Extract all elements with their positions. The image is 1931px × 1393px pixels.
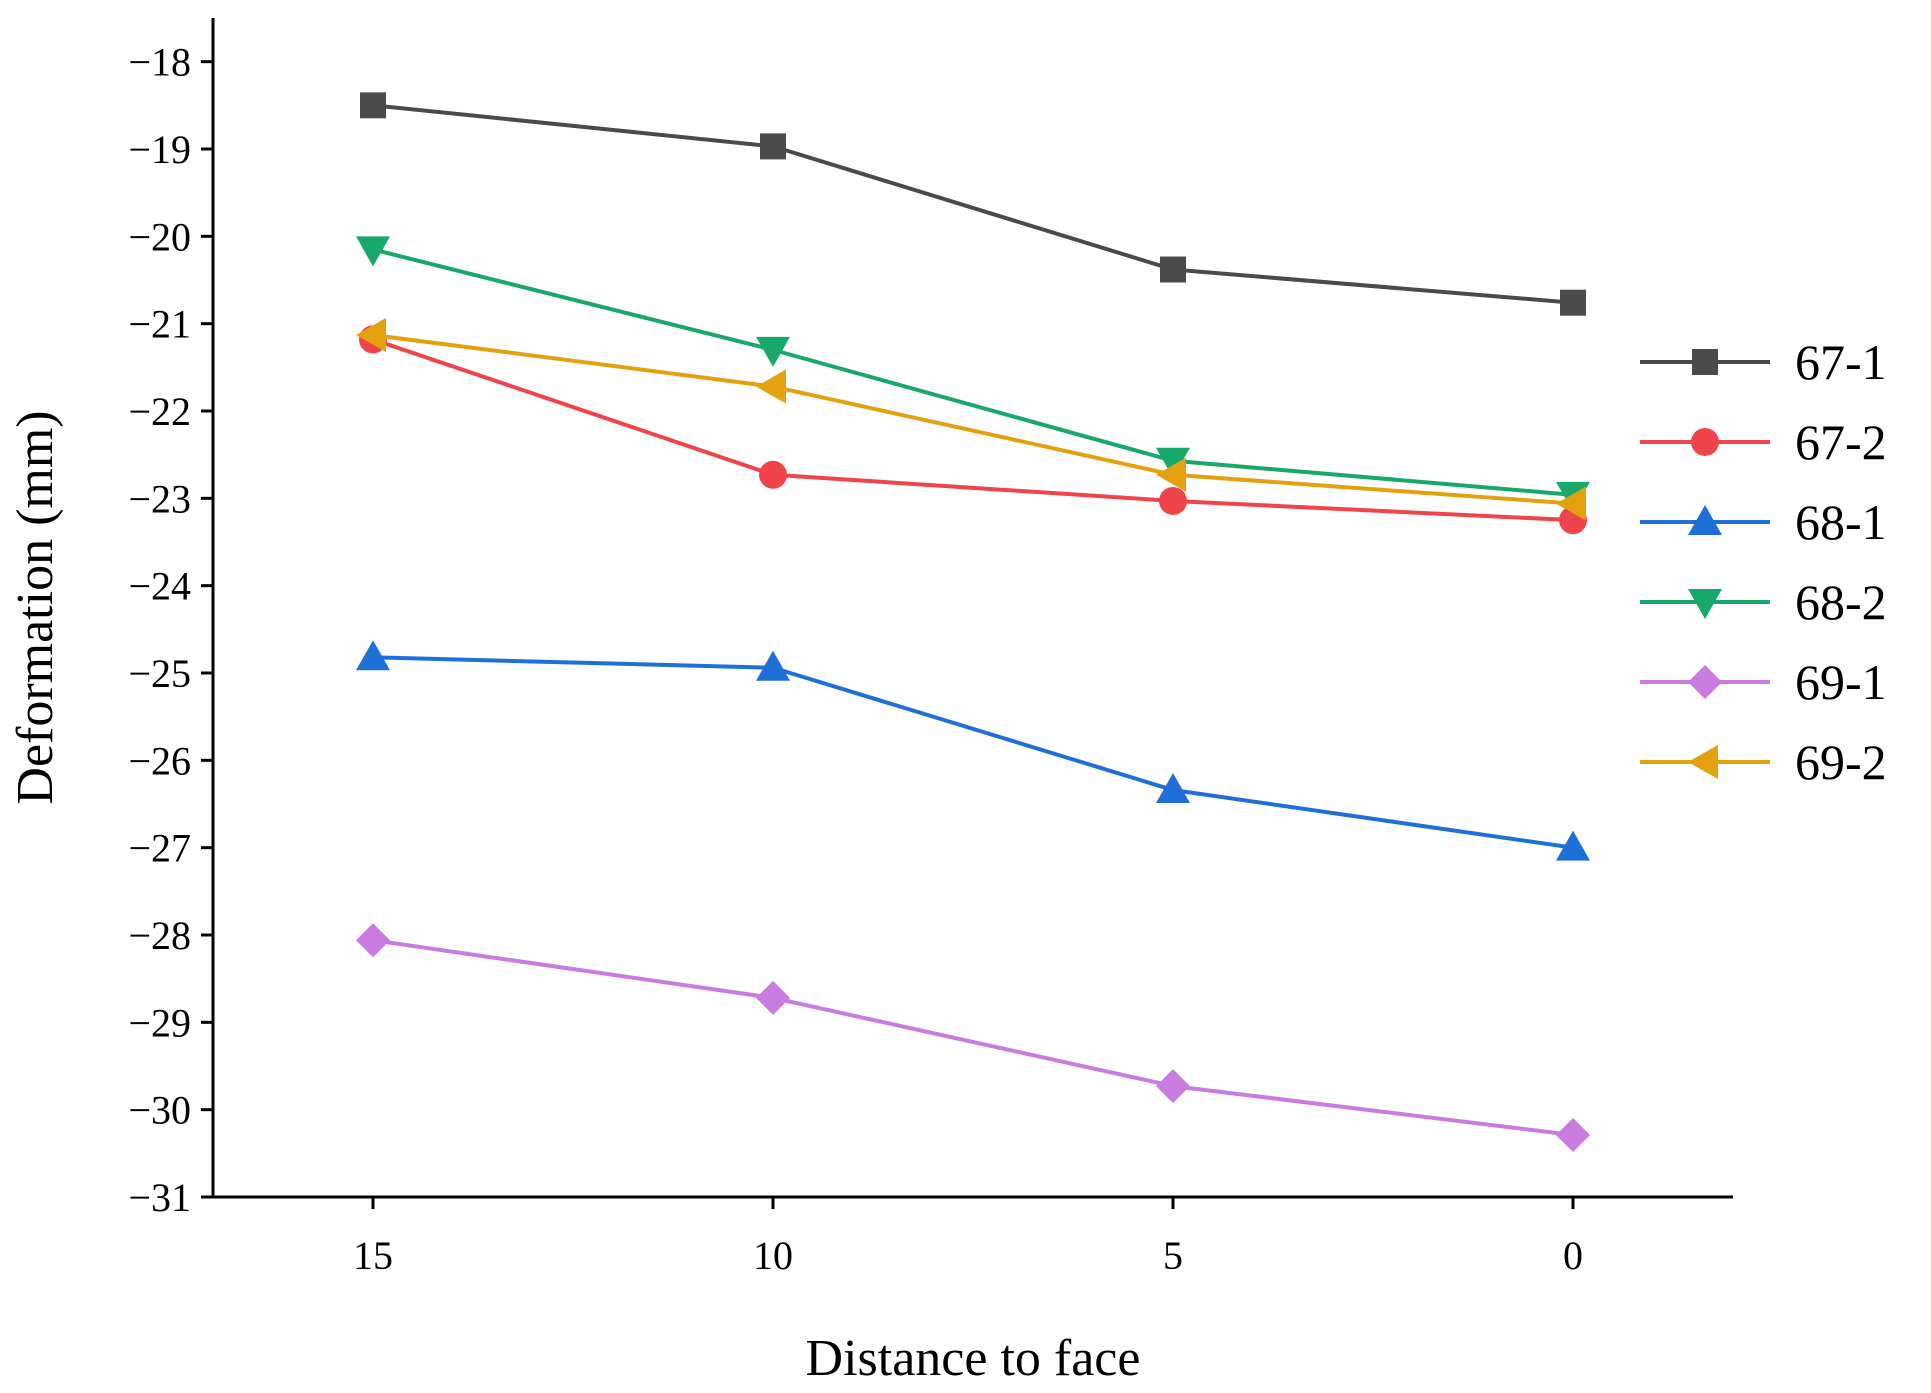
y-tick-label: −31 — [128, 1175, 191, 1220]
legend-item-68-2: 68-2 — [1640, 574, 1887, 630]
y-tick-label: −25 — [128, 651, 191, 696]
data-point-69-2-x0 — [1556, 486, 1586, 521]
legend-item-67-1: 67-1 — [1640, 334, 1887, 390]
legend: 67-1 67-2 68-1 68-2 69-1 69-2 — [1640, 334, 1887, 790]
data-point-68-2-x15 — [356, 236, 390, 267]
y-tick-label: −23 — [128, 476, 191, 521]
data-point-69-1-x0 — [1556, 1117, 1590, 1152]
legend-item-68-1: 68-1 — [1640, 494, 1887, 550]
data-point-68-1-x5 — [1156, 773, 1190, 804]
data-point-69-1-x10 — [756, 980, 790, 1015]
series-layer — [356, 92, 1590, 1152]
y-tick-label: −28 — [128, 913, 191, 958]
data-point-69-2-x5 — [1156, 457, 1186, 492]
x-tick-label: 5 — [1163, 1233, 1183, 1278]
axes: −18 −19 −20 −21 −22 −23 −24 −25 −26 −27 −28 −29 −30 −… — [128, 18, 1733, 1278]
legend-item-69-1: 69-1 — [1640, 654, 1887, 710]
series-69-1 — [356, 923, 1590, 1152]
y-tick-label: −18 — [128, 40, 191, 85]
series-68-1 — [356, 640, 1590, 861]
legend-marker — [1688, 505, 1722, 535]
y-tick-label: −29 — [128, 1000, 191, 1045]
y-tick-label: −19 — [128, 127, 191, 172]
series-line-68-2 — [372, 247, 1574, 497]
data-point-67-2-x10 — [759, 460, 787, 489]
data-point-67-1-x0 — [1560, 289, 1586, 316]
legend-label: 68-1 — [1795, 494, 1887, 550]
data-point-69-1-x5 — [1156, 1069, 1190, 1104]
legend-label: 69-2 — [1795, 734, 1887, 790]
y-tick-label: −30 — [128, 1088, 191, 1133]
data-point-68-2-x10 — [756, 336, 790, 367]
y-tick-label: −26 — [128, 738, 191, 783]
data-point-67-2-x5 — [1159, 486, 1187, 515]
legend-label: 69-1 — [1795, 654, 1887, 710]
y-axis-title: Deformation (mm) — [7, 410, 64, 804]
series-67-1 — [360, 92, 1586, 316]
legend-marker — [1688, 589, 1722, 619]
series-line-69-2 — [372, 333, 1574, 506]
x-axis-title: Distance to face — [806, 1330, 1141, 1387]
y-tick-label: −24 — [128, 564, 191, 609]
series-line-67-2 — [372, 337, 1574, 523]
legend-label: 67-2 — [1795, 414, 1887, 470]
data-point-69-2-x10 — [756, 369, 786, 404]
legend-label: 67-1 — [1795, 334, 1887, 390]
y-tick-label: −22 — [128, 389, 191, 434]
data-point-67-1-x5 — [1160, 256, 1186, 283]
legend-label: 68-2 — [1795, 574, 1887, 630]
y-tick-label: −27 — [128, 826, 191, 871]
series-68-2 — [356, 236, 1590, 512]
legend-marker — [1691, 428, 1719, 456]
legend-marker — [1692, 349, 1718, 375]
y-tick-label: −20 — [128, 214, 191, 259]
data-point-68-1-x10 — [756, 650, 790, 681]
x-tick-label: 15 — [353, 1233, 393, 1278]
legend-item-69-2: 69-2 — [1640, 734, 1887, 790]
data-point-69-2-x15 — [356, 318, 386, 353]
data-point-67-1-x15 — [360, 92, 386, 119]
data-point-68-2-x5 — [1156, 447, 1190, 478]
data-point-67-1-x10 — [760, 133, 786, 160]
legend-item-67-2: 67-2 — [1640, 414, 1887, 470]
series-line-68-1 — [372, 655, 1574, 850]
data-point-69-1-x15 — [356, 923, 390, 958]
y-tick-label: −21 — [128, 302, 191, 347]
x-tick-label: 10 — [753, 1233, 793, 1278]
series-line-67-1 — [372, 103, 1574, 305]
data-point-68-1-x0 — [1556, 830, 1590, 861]
series-line-69-1 — [372, 938, 1574, 1137]
x-tick-label: 0 — [1563, 1233, 1583, 1278]
data-point-68-1-x15 — [356, 640, 390, 671]
series-69-2 — [356, 318, 1586, 521]
legend-marker — [1688, 745, 1718, 779]
legend-marker — [1688, 665, 1722, 699]
